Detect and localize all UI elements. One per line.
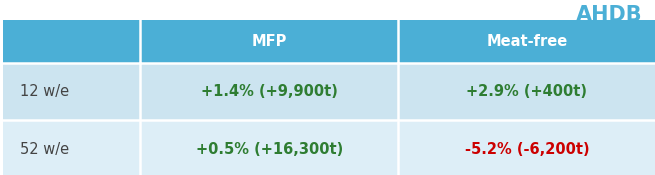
- Bar: [140, 63, 398, 120]
- Bar: [3, 120, 140, 175]
- Bar: [140, 20, 398, 63]
- Text: Meat-free: Meat-free: [486, 34, 567, 49]
- Text: +0.5% (+16,300t): +0.5% (+16,300t): [195, 142, 343, 157]
- Text: -5.2% (-6,200t): -5.2% (-6,200t): [464, 142, 590, 157]
- Bar: [3, 20, 140, 63]
- Bar: [140, 120, 398, 175]
- Text: +2.9% (+400t): +2.9% (+400t): [466, 84, 588, 99]
- Bar: [398, 20, 655, 63]
- Bar: [398, 120, 655, 175]
- Text: 52 w/e: 52 w/e: [20, 142, 69, 157]
- Text: MFP: MFP: [252, 34, 287, 49]
- Text: 12 w/e: 12 w/e: [20, 84, 69, 99]
- Text: +1.4% (+9,900t): +1.4% (+9,900t): [200, 84, 337, 99]
- Bar: [3, 63, 140, 120]
- Bar: [398, 63, 655, 120]
- Text: AHDB: AHDB: [576, 5, 643, 25]
